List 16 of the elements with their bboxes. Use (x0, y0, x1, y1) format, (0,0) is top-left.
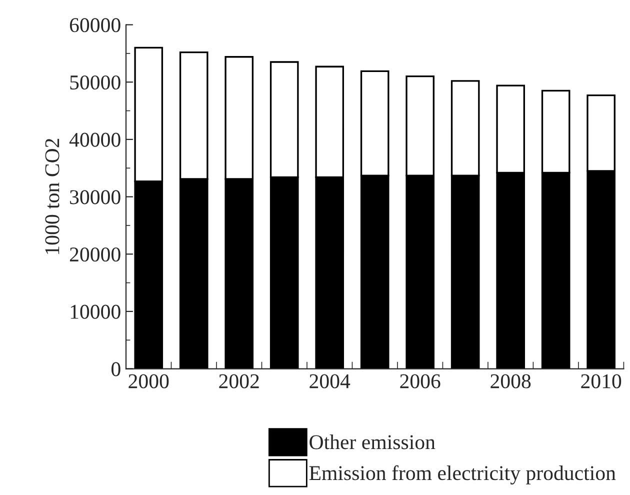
x-tick-label: 2004 (310, 374, 350, 388)
x-tick-label: 2008 (490, 374, 531, 388)
y-tick-label: 40000 (69, 132, 120, 147)
legend-label: Emission from electricity production (309, 465, 616, 484)
x-tick-label: 2006 (400, 374, 440, 388)
y-tick-label: 60000 (70, 18, 120, 32)
x-tick-label: 2002 (219, 374, 259, 388)
y-tick-label: 10000 (70, 304, 120, 319)
x-tick-label: 2000 (128, 374, 169, 388)
y-tick-label: 20000 (70, 247, 120, 262)
y-tick-label: 50000 (70, 75, 120, 90)
y-tick-label: 0 (112, 362, 120, 376)
x-tick-label: 2010 (581, 374, 622, 388)
y-axis-title: 1000 ton CO2 (45, 138, 60, 254)
y-tick-label: 30000 (70, 190, 120, 204)
legend-label: Other emission (310, 434, 436, 450)
